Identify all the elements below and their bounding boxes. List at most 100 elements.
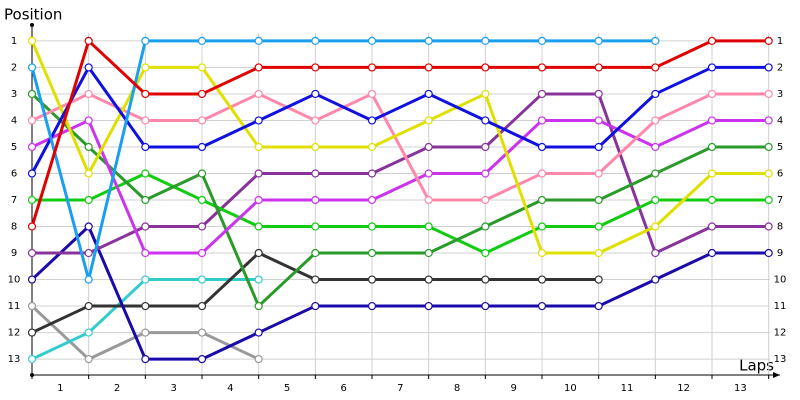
series-marker: [594, 89, 603, 99]
y-tick-label-right: 9: [777, 248, 783, 259]
y-tick-label: 11: [8, 301, 21, 312]
series-marker: [424, 142, 433, 152]
series-marker: [537, 248, 547, 258]
x-axis-title: Laps: [739, 357, 774, 375]
series-marker: [481, 169, 490, 178]
series-marker: [254, 275, 263, 284]
series-marker: [197, 89, 207, 99]
series-marker: [537, 195, 547, 205]
y-tick-label-right: 1: [777, 36, 783, 47]
series-marker: [367, 116, 377, 125]
series-marker: [367, 301, 377, 311]
series-marker: [84, 275, 93, 284]
series-marker: [311, 89, 320, 99]
series-marker: [254, 169, 263, 178]
y-tick-label-right: 5: [777, 142, 783, 153]
y-tick-label: 9: [11, 248, 17, 259]
series-marker: [481, 195, 490, 205]
series-line: [31, 92, 769, 202]
series-marker: [311, 275, 320, 284]
x-tick-label: 2: [114, 383, 120, 394]
series-marker: [764, 142, 773, 152]
series-line: [30, 92, 769, 308]
series-marker: [311, 195, 320, 205]
series-marker: [651, 195, 660, 205]
series-marker: [594, 301, 603, 311]
series-line: [32, 92, 769, 255]
series-marker: [197, 63, 207, 72]
series-marker: [197, 222, 207, 231]
series-marker: [651, 248, 660, 258]
y-tick-label-right: 12: [774, 328, 787, 339]
y-tick-label: 8: [11, 222, 17, 233]
series-marker: [84, 142, 93, 152]
series-marker: [84, 301, 93, 311]
y-tick-label: 6: [11, 168, 17, 179]
series-marker: [254, 222, 263, 231]
series-marker: [594, 142, 603, 152]
series-marker: [481, 248, 490, 258]
series-marker: [537, 301, 547, 311]
y-tick-label-right: 7: [777, 195, 783, 206]
series-marker: [424, 89, 433, 99]
series-marker: [27, 142, 37, 152]
series-marker: [141, 222, 150, 231]
series-marker: [84, 248, 93, 258]
series-marker: [141, 248, 150, 258]
series-marker: [197, 354, 207, 364]
x-tick-label: 12: [677, 383, 690, 394]
series-marker: [424, 63, 433, 72]
series-marker: [707, 248, 717, 258]
series-marker: [537, 275, 547, 284]
series-marker: [141, 142, 150, 152]
x-tick-label: 5: [284, 383, 290, 394]
series-marker: [481, 142, 490, 152]
series-marker: [311, 169, 320, 178]
series-line: [30, 225, 769, 361]
series-marker: [537, 222, 547, 231]
series-marker: [424, 275, 433, 284]
series-marker: [84, 89, 93, 99]
series-marker: [27, 222, 37, 231]
series-marker: [764, 248, 773, 258]
x-tick-label: 8: [454, 383, 460, 394]
series-line: [32, 171, 769, 255]
series-marker: [254, 89, 263, 99]
series-marker: [84, 328, 93, 337]
series-marker: [141, 354, 150, 364]
series-marker: [311, 301, 320, 311]
series-marker: [594, 36, 603, 46]
series-marker: [367, 89, 377, 99]
series-marker: [254, 36, 263, 46]
x-tick-label: 1: [57, 383, 63, 394]
series-marker: [481, 116, 490, 125]
series-marker: [367, 169, 377, 178]
series-marker: [197, 142, 207, 152]
series-marker: [27, 195, 37, 205]
series-marker: [311, 142, 320, 152]
series-line: [30, 40, 769, 255]
series-marker: [651, 116, 660, 125]
series-marker: [424, 169, 433, 178]
series-marker: [254, 63, 263, 72]
series-marker: [651, 63, 660, 72]
series-marker: [367, 248, 377, 258]
series-marker: [27, 301, 37, 311]
series-marker: [141, 116, 150, 125]
series-marker: [651, 169, 660, 178]
series-marker: [141, 301, 150, 311]
x-tick-label: 10: [564, 383, 577, 394]
series-marker: [27, 354, 37, 364]
series-marker: [197, 301, 207, 311]
series-marker: [84, 116, 93, 125]
y-tick-label: 7: [11, 195, 17, 206]
series-marker: [254, 328, 263, 337]
series-marker: [764, 89, 773, 99]
series-marker: [197, 195, 207, 205]
y-tick-label: 4: [11, 115, 17, 126]
series-marker: [367, 36, 377, 46]
series-marker: [764, 36, 773, 46]
series-marker: [707, 169, 717, 178]
series-marker: [27, 169, 37, 178]
